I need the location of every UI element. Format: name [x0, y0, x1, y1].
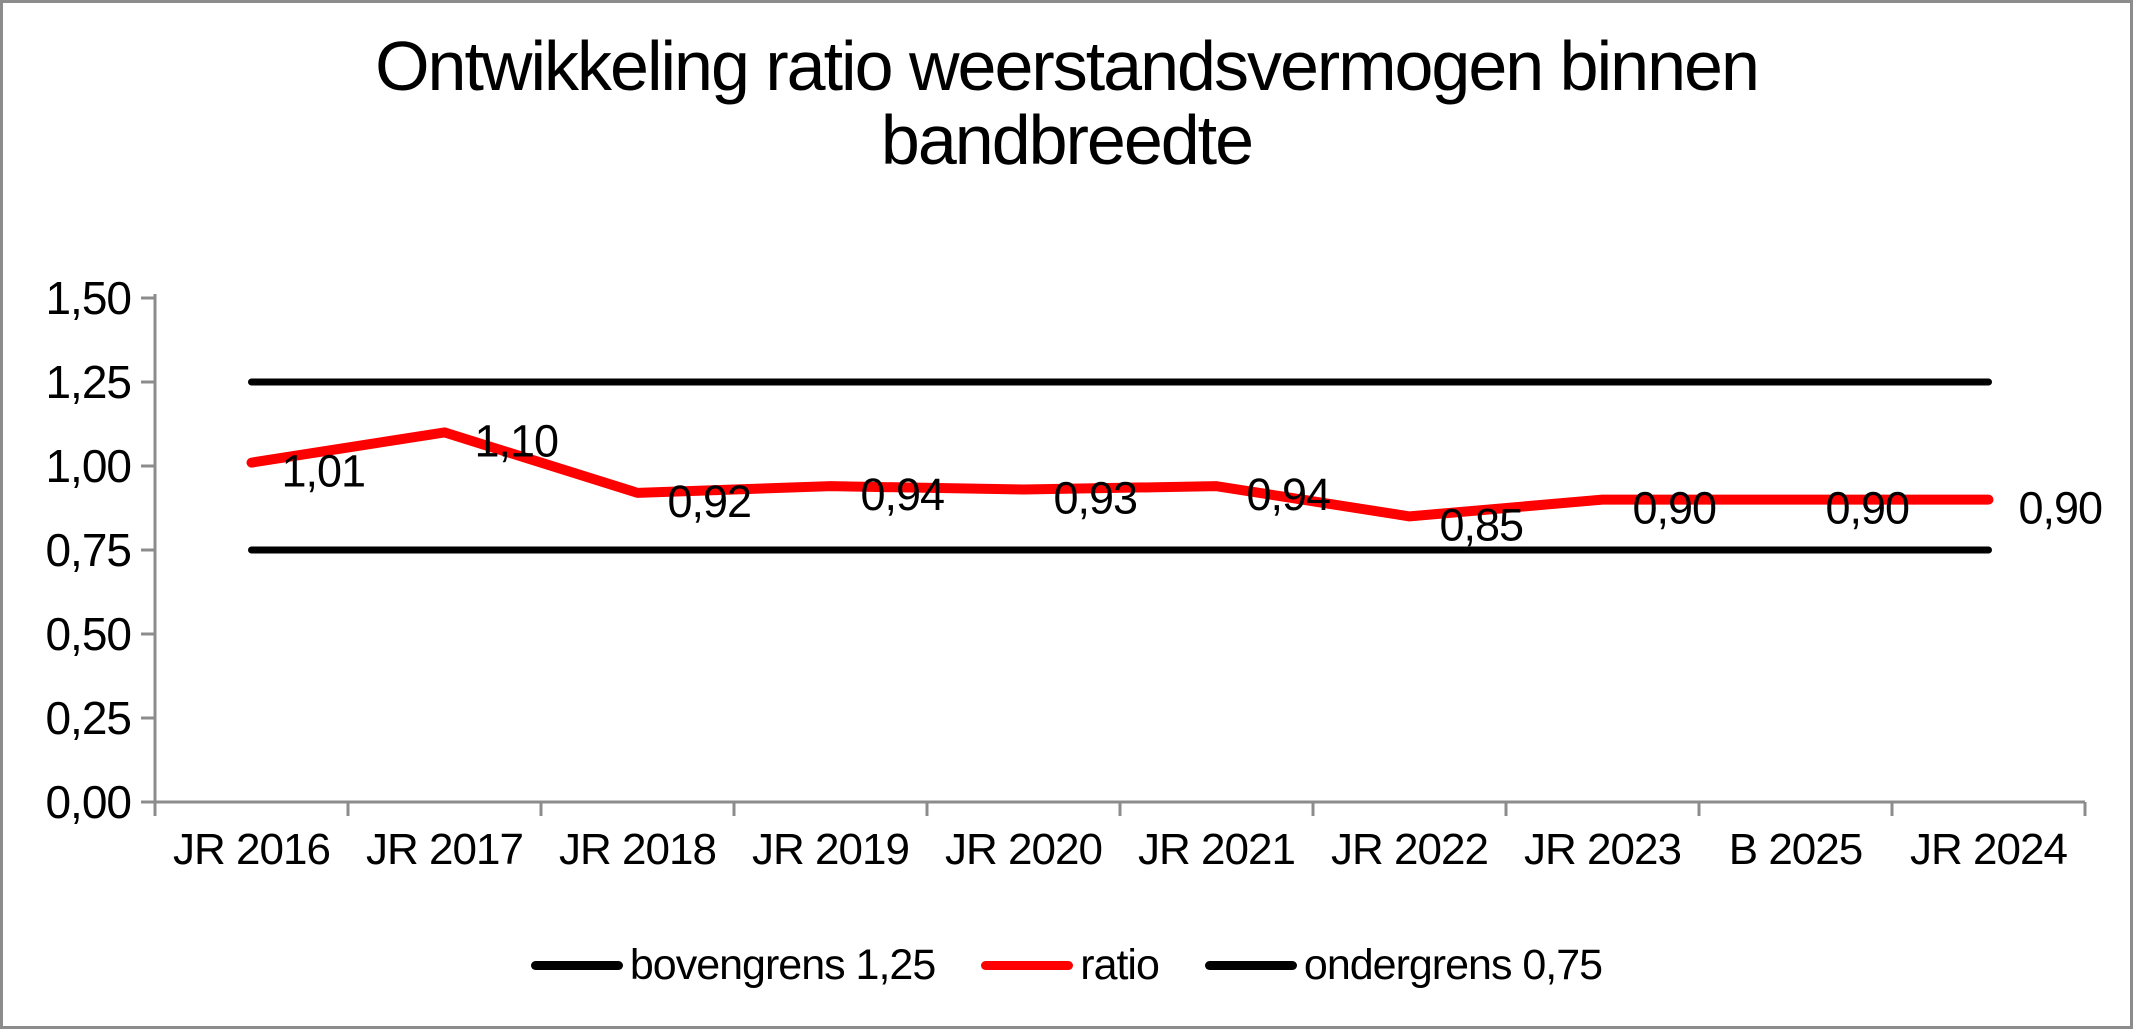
data-point-label: 0,94 [1247, 469, 1331, 520]
data-point-label: 1,10 [475, 415, 559, 466]
data-point-label: 0,90 [2019, 483, 2103, 534]
plot-area: 0,00 0,25 0,50 0,75 1,00 1,25 1,50 JR 2016 JR 20… [45, 272, 2103, 874]
legend-label-ondergrens: ondergrens 0,75 [1303, 941, 1603, 989]
y-axis-label: 0,75 [45, 524, 131, 576]
data-point-label: 0,92 [668, 476, 752, 527]
legend-label-bovengrens: bovengrens 1,25 [629, 941, 936, 989]
legend-line-bovengrens-icon [530, 961, 623, 970]
y-axis-label: 0,25 [45, 692, 131, 744]
legend-item-ondergrens: ondergrens 0,75 [1204, 941, 1603, 990]
series-line-ratio [246, 427, 1994, 522]
data-point-label: 1,01 [282, 446, 366, 497]
chart-title-line2: bandbreedte [880, 101, 1254, 179]
x-axis-label: JR 2016 [173, 825, 330, 874]
legend-line-ratio-icon [981, 961, 1074, 970]
y-axis-label: 0,50 [45, 608, 131, 660]
x-axis-label: JR 2017 [366, 825, 523, 874]
x-axis-label: JR 2019 [752, 825, 909, 874]
data-point-label: 0,85 [1440, 499, 1524, 550]
data-point-label: 0,94 [861, 469, 945, 520]
x-axis-label: B 2025 [1729, 825, 1862, 874]
y-axis-label: 1,50 [45, 272, 131, 324]
y-axis-label: 0,00 [45, 776, 131, 828]
chart-title: Ontwikkeling ratio weerstandsvermogen bi… [3, 29, 2130, 177]
x-axis-label: JR 2022 [1331, 825, 1488, 874]
legend-label-ratio: ratio [1080, 941, 1160, 989]
x-axis-label: JR 2024 [1910, 825, 2067, 874]
data-point-label: 0,90 [1826, 483, 1910, 534]
legend-item-ratio: ratio [981, 941, 1160, 990]
data-point-label: 0,93 [1054, 473, 1138, 524]
y-axis-label: 1,00 [45, 440, 131, 492]
x-axis-label: JR 2023 [1524, 825, 1681, 874]
legend-item-bovengrens: bovengrens 1,25 [530, 941, 936, 990]
x-axis-label: JR 2020 [945, 825, 1102, 874]
chart-title-line1: Ontwikkeling ratio weerstandsvermogen bi… [375, 27, 1760, 105]
y-axis-label: 1,25 [45, 356, 131, 408]
x-axis-label: JR 2018 [559, 825, 716, 874]
data-point-label: 0,90 [1633, 483, 1717, 534]
chart-legend: bovengrens 1,25 ratio ondergrens 0,75 [3, 941, 2130, 990]
legend-line-ondergrens-icon [1204, 961, 1297, 970]
x-axis-label: JR 2021 [1138, 825, 1295, 874]
